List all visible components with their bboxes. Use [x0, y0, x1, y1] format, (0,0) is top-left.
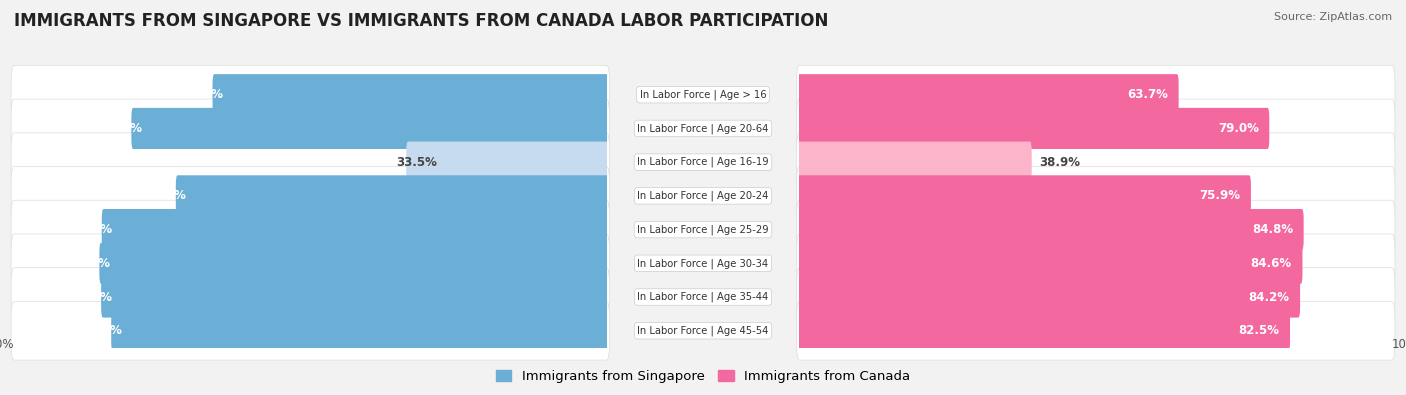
- Text: 66.2%: 66.2%: [183, 88, 224, 101]
- FancyBboxPatch shape: [131, 108, 609, 149]
- Text: 79.0%: 79.0%: [1218, 122, 1258, 135]
- Text: In Labor Force | Age 45-54: In Labor Force | Age 45-54: [637, 325, 769, 336]
- FancyBboxPatch shape: [797, 310, 1291, 351]
- FancyBboxPatch shape: [797, 175, 1251, 216]
- FancyBboxPatch shape: [797, 141, 1032, 183]
- Text: 63.7%: 63.7%: [1128, 88, 1168, 101]
- Text: 33.5%: 33.5%: [396, 156, 437, 169]
- Text: 85.0%: 85.0%: [70, 290, 112, 303]
- FancyBboxPatch shape: [797, 276, 1301, 318]
- FancyBboxPatch shape: [11, 301, 610, 360]
- FancyBboxPatch shape: [797, 74, 1178, 115]
- Text: In Labor Force | Age 30-34: In Labor Force | Age 30-34: [637, 258, 769, 269]
- FancyBboxPatch shape: [101, 276, 609, 318]
- FancyBboxPatch shape: [11, 268, 610, 326]
- FancyBboxPatch shape: [176, 175, 609, 216]
- FancyBboxPatch shape: [796, 65, 1395, 124]
- Text: 83.3%: 83.3%: [82, 324, 122, 337]
- Text: 38.9%: 38.9%: [1039, 156, 1080, 169]
- Text: Source: ZipAtlas.com: Source: ZipAtlas.com: [1274, 12, 1392, 22]
- Text: 100.0%: 100.0%: [0, 339, 14, 352]
- Text: 72.4%: 72.4%: [146, 189, 187, 202]
- Legend: Immigrants from Singapore, Immigrants from Canada: Immigrants from Singapore, Immigrants fr…: [491, 365, 915, 388]
- Text: 100.0%: 100.0%: [1392, 339, 1406, 352]
- FancyBboxPatch shape: [11, 167, 610, 225]
- FancyBboxPatch shape: [212, 74, 609, 115]
- Text: 84.2%: 84.2%: [1249, 290, 1289, 303]
- Text: In Labor Force | Age 20-64: In Labor Force | Age 20-64: [637, 123, 769, 134]
- FancyBboxPatch shape: [11, 65, 610, 124]
- FancyBboxPatch shape: [11, 133, 610, 192]
- Text: In Labor Force | Age 25-29: In Labor Force | Age 25-29: [637, 224, 769, 235]
- FancyBboxPatch shape: [406, 141, 609, 183]
- Text: In Labor Force | Age > 16: In Labor Force | Age > 16: [640, 89, 766, 100]
- Text: 82.5%: 82.5%: [1239, 324, 1279, 337]
- FancyBboxPatch shape: [796, 301, 1395, 360]
- Text: 75.9%: 75.9%: [1199, 189, 1240, 202]
- FancyBboxPatch shape: [796, 133, 1395, 192]
- Text: 84.6%: 84.6%: [1251, 257, 1292, 270]
- FancyBboxPatch shape: [111, 310, 609, 351]
- Text: In Labor Force | Age 20-24: In Labor Force | Age 20-24: [637, 191, 769, 201]
- FancyBboxPatch shape: [796, 268, 1395, 326]
- FancyBboxPatch shape: [11, 200, 610, 259]
- Text: In Labor Force | Age 16-19: In Labor Force | Age 16-19: [637, 157, 769, 167]
- FancyBboxPatch shape: [100, 243, 609, 284]
- Text: 84.9%: 84.9%: [72, 223, 112, 236]
- Text: 79.9%: 79.9%: [101, 122, 142, 135]
- FancyBboxPatch shape: [797, 209, 1303, 250]
- FancyBboxPatch shape: [796, 200, 1395, 259]
- FancyBboxPatch shape: [796, 167, 1395, 225]
- FancyBboxPatch shape: [796, 234, 1395, 293]
- FancyBboxPatch shape: [797, 243, 1302, 284]
- FancyBboxPatch shape: [11, 99, 610, 158]
- Text: In Labor Force | Age 35-44: In Labor Force | Age 35-44: [637, 292, 769, 302]
- FancyBboxPatch shape: [797, 108, 1270, 149]
- FancyBboxPatch shape: [796, 99, 1395, 158]
- Text: 85.3%: 85.3%: [69, 257, 110, 270]
- FancyBboxPatch shape: [11, 234, 610, 293]
- Text: 84.8%: 84.8%: [1251, 223, 1294, 236]
- Text: IMMIGRANTS FROM SINGAPORE VS IMMIGRANTS FROM CANADA LABOR PARTICIPATION: IMMIGRANTS FROM SINGAPORE VS IMMIGRANTS …: [14, 12, 828, 30]
- FancyBboxPatch shape: [101, 209, 609, 250]
